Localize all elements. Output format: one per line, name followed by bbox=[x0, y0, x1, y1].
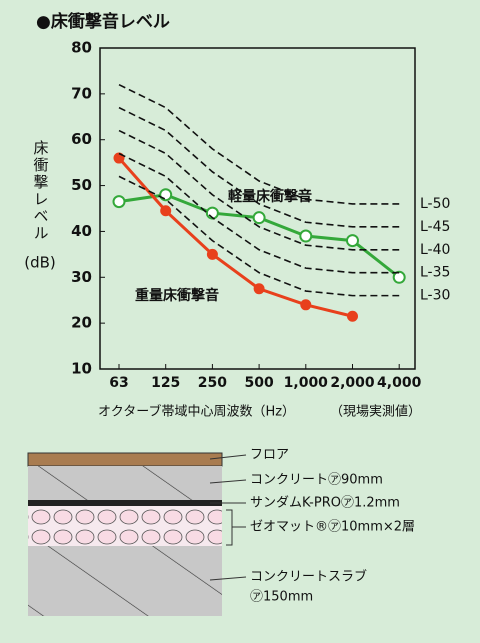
y-unit: (dB) bbox=[24, 254, 56, 272]
concrete-hatch bbox=[28, 466, 222, 500]
point bbox=[112, 195, 126, 209]
y-tick-label: 40 bbox=[71, 222, 92, 240]
point bbox=[206, 248, 218, 260]
leader bbox=[209, 479, 247, 484]
y-label: 床衝撃レベル bbox=[32, 140, 50, 242]
x-tick-label: 2,000 bbox=[330, 375, 375, 391]
reference-line bbox=[118, 83, 400, 205]
sheet-layer bbox=[28, 500, 222, 506]
x-tick-label: 63 bbox=[109, 375, 128, 391]
reference-line bbox=[118, 129, 400, 251]
plot: 10 20 30 40 50 60 70 80 63 125 250 500 1,000 2,000 4,0… bbox=[71, 39, 450, 392]
point bbox=[392, 270, 406, 284]
x-note: （現場実測値） bbox=[330, 404, 421, 420]
point bbox=[253, 283, 265, 295]
y-tick-label: 20 bbox=[71, 314, 92, 332]
data-line bbox=[117, 157, 353, 318]
curve-label: L-50 bbox=[420, 196, 450, 212]
chart-title: ●床衝撃音レベル bbox=[36, 11, 170, 32]
point bbox=[160, 205, 172, 217]
leader bbox=[209, 576, 247, 581]
floor-layer bbox=[27, 452, 223, 467]
slab-hatch bbox=[28, 546, 222, 616]
y-tick-label: 50 bbox=[71, 176, 92, 194]
layer-label: コンクリート㋐90mm bbox=[250, 473, 383, 488]
series-label: 軽量床衝撃音 bbox=[228, 188, 312, 205]
layer-label: ㋐150mm bbox=[250, 590, 313, 605]
x-tick-label: 250 bbox=[198, 375, 227, 391]
x-tick-label: 4,000 bbox=[377, 375, 422, 391]
reference-line bbox=[118, 106, 400, 228]
leader bbox=[209, 454, 247, 460]
x-label: オクターブ帯域中心周波数（Hz） bbox=[98, 404, 295, 420]
y-tick-label: 70 bbox=[71, 84, 92, 102]
curve-label: L-45 bbox=[420, 219, 450, 235]
plot-frame bbox=[99, 47, 416, 370]
layer-label: フロア bbox=[250, 448, 289, 463]
layer-label: ゼオマット®㋐10mm×2層 bbox=[250, 520, 415, 535]
point bbox=[159, 188, 173, 202]
series-label: 重量床衝撃音 bbox=[135, 287, 219, 304]
y-tick-label: 10 bbox=[71, 360, 92, 378]
x-tick-label: 125 bbox=[151, 375, 180, 391]
curve-label: L-40 bbox=[420, 242, 450, 258]
point bbox=[252, 211, 266, 225]
point bbox=[347, 310, 358, 322]
y-tick-label: 80 bbox=[71, 39, 92, 57]
curve-label: L-30 bbox=[420, 288, 450, 304]
y-tick-label: 30 bbox=[71, 268, 92, 286]
layer-label: コンクリートスラブ bbox=[250, 569, 367, 585]
point bbox=[346, 234, 359, 248]
x-tick-label: 1,000 bbox=[284, 375, 329, 391]
curve-label: L-35 bbox=[420, 265, 450, 281]
point bbox=[299, 229, 313, 243]
y-tick-label: 60 bbox=[71, 130, 92, 148]
mat-pattern bbox=[28, 506, 222, 546]
x-tick-label: 500 bbox=[244, 375, 273, 391]
layer-label: サンダムK-PRO㋐1.2mm bbox=[250, 496, 400, 511]
diagram: フロア コンクリート㋐90mm サンダムK-PRO㋐1.2mm ゼオマット®㋐1… bbox=[27, 448, 415, 616]
point bbox=[300, 299, 312, 311]
reference-line bbox=[118, 152, 400, 274]
reference-line bbox=[118, 175, 400, 297]
